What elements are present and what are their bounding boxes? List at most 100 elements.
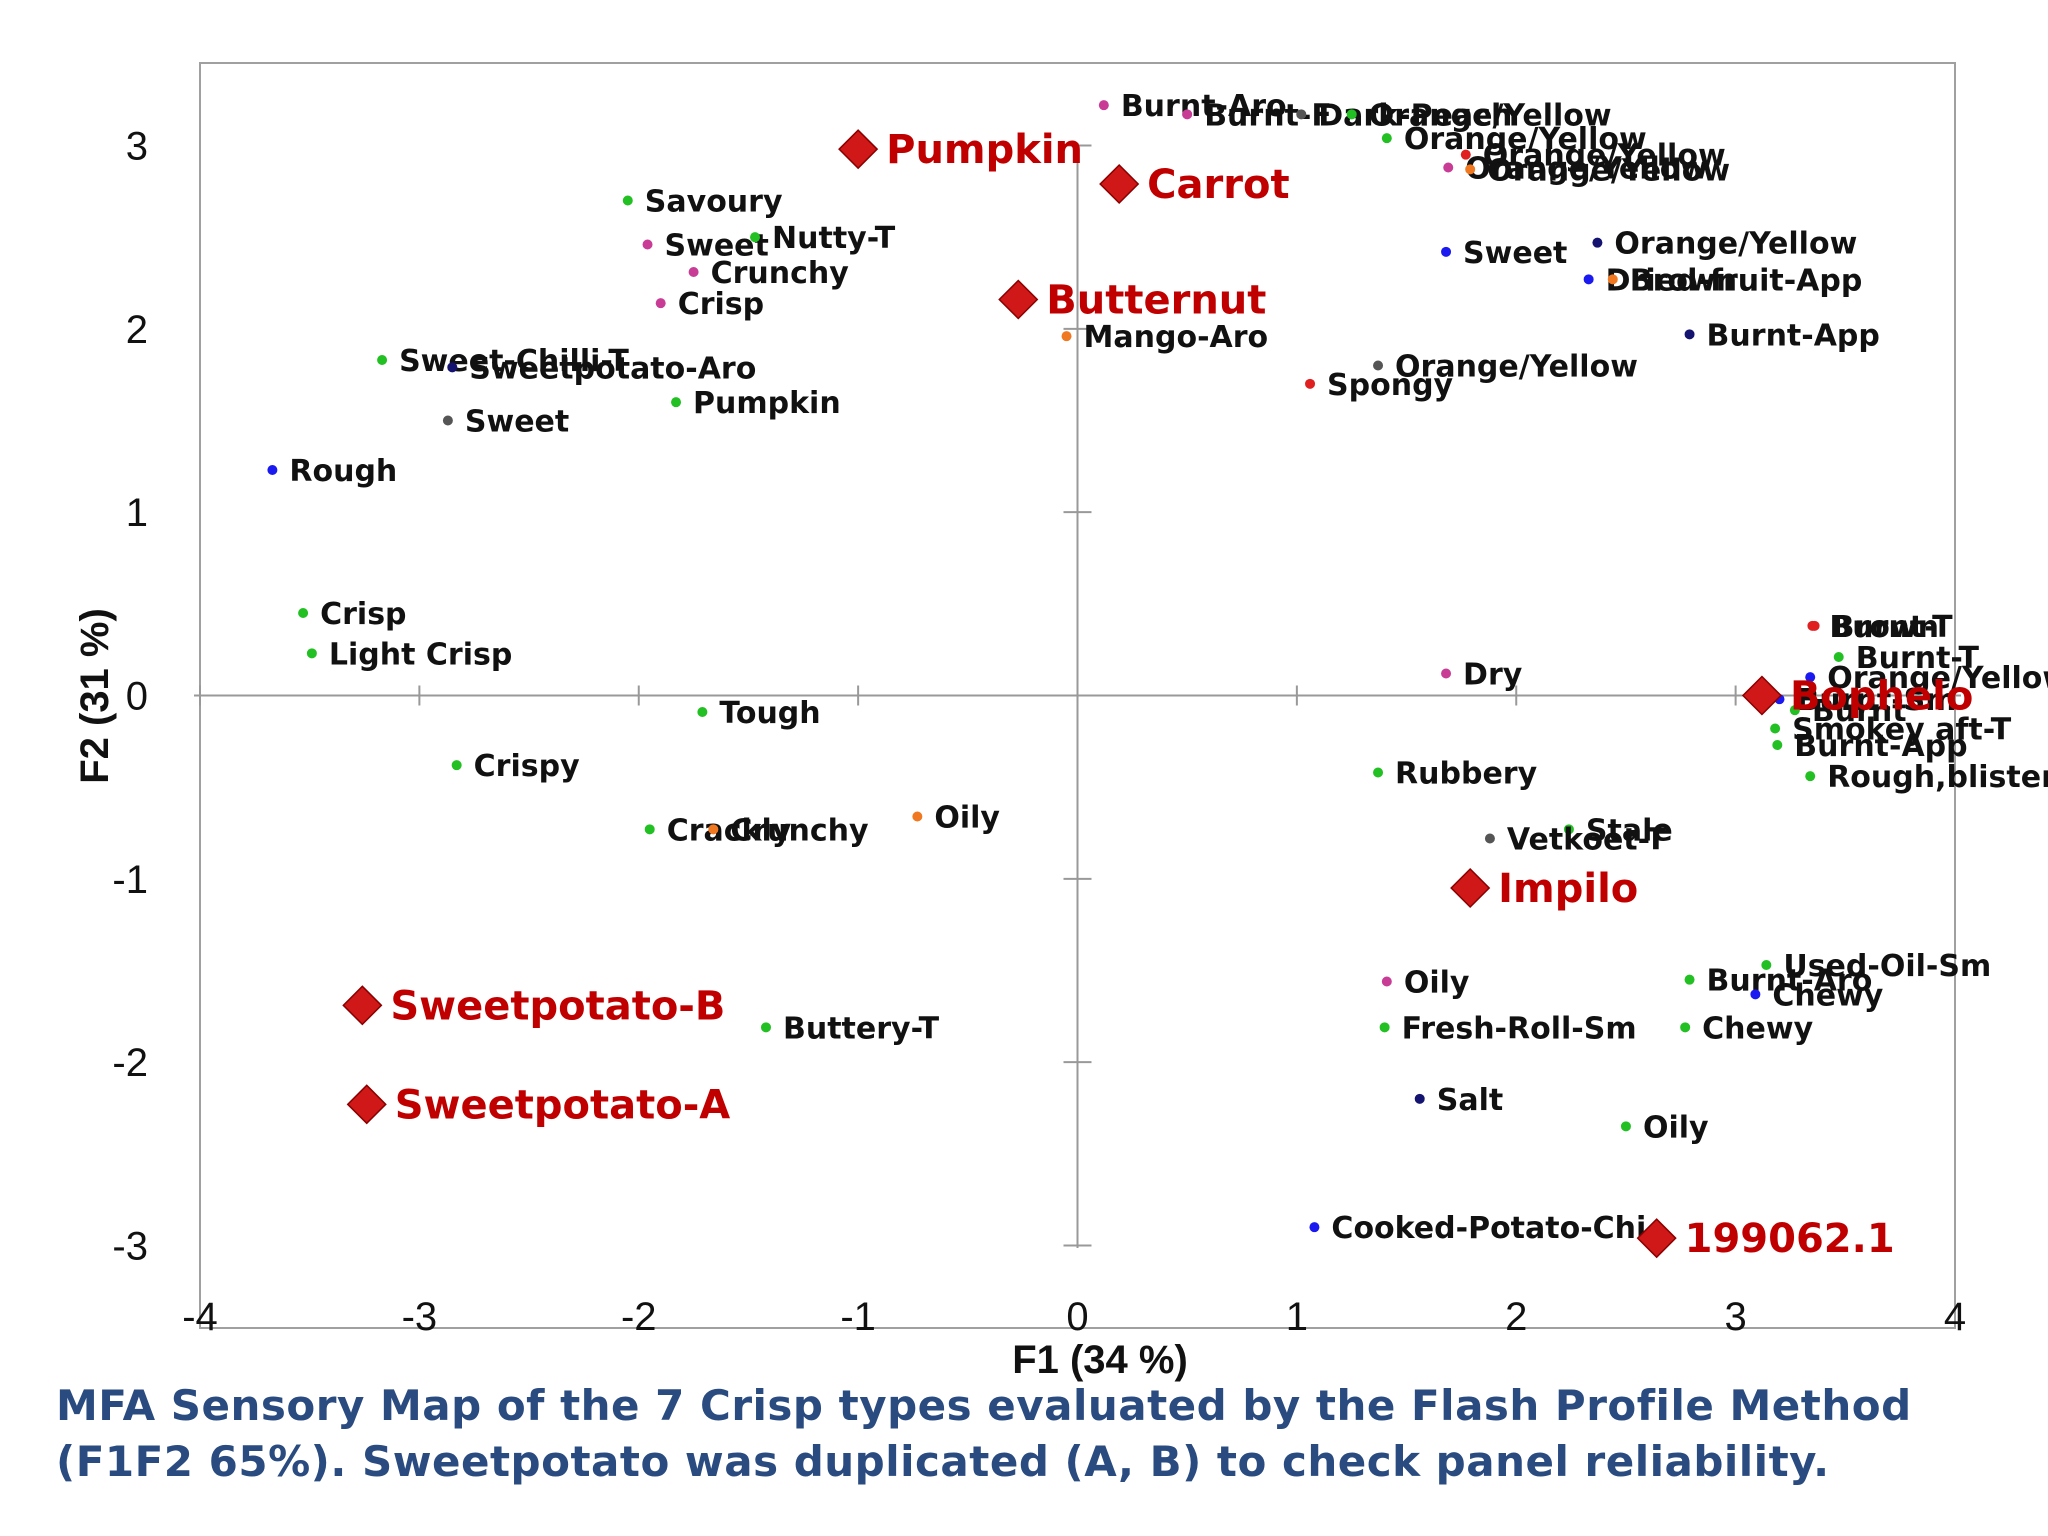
- attribute-label: Burnt-T: [1856, 641, 1980, 676]
- attribute-label: Oily: [1404, 966, 1470, 1001]
- y-axis-label: F2 (31 %): [73, 608, 117, 784]
- attribute-point: [1296, 109, 1307, 120]
- attribute-label: Oily: [1643, 1110, 1709, 1145]
- attribute-point: [1414, 1093, 1425, 1104]
- attribute-point: [1443, 162, 1454, 173]
- attribute-point: [1379, 1022, 1390, 1033]
- x-tick-label: 2: [1505, 1295, 1527, 1339]
- attribute-label: Orange/Yellow: [1614, 227, 1857, 262]
- caption-line-1: MFA Sensory Map of the 7 Crisp types eva…: [56, 1381, 1912, 1430]
- attribute-point: [1809, 620, 1820, 631]
- attribute-point: [1460, 149, 1471, 160]
- product-label: Impilo: [1498, 866, 1638, 912]
- product-marker: [998, 279, 1039, 320]
- attribute-point: [1680, 1022, 1691, 1033]
- attribute-label: Nutty-T: [772, 221, 896, 256]
- attribute-label: Crunchy: [711, 256, 850, 291]
- attribute-point: [1182, 109, 1193, 120]
- attribute-label: Burnt-F: [1204, 98, 1332, 133]
- attribute-label: Brown: [1832, 610, 1939, 645]
- attribute-label: Burnt-App: [1707, 318, 1880, 353]
- product-label: Butternut: [1046, 278, 1266, 324]
- x-tick-label: -1: [840, 1295, 876, 1339]
- attribute-point: [267, 465, 278, 475]
- x-tick-label: -3: [402, 1295, 438, 1339]
- attribute-label: Dry: [1463, 658, 1523, 693]
- attribute-label: Stale: [1586, 813, 1673, 848]
- attribute-point: [1607, 274, 1618, 285]
- caption-line-2: (F1F2 65%). Sweetpotato was duplicated (…: [56, 1437, 1830, 1486]
- attribute-label: Sweet: [1463, 236, 1567, 271]
- attribute-label: Pumpkin: [693, 386, 841, 421]
- attribute-label: Burnt-Aro: [1121, 89, 1287, 124]
- attribute-point: [451, 760, 462, 771]
- attribute-point: [306, 648, 317, 659]
- attribute-point: [1098, 100, 1109, 111]
- y-tick-label: 1: [126, 491, 148, 535]
- attribute-point: [442, 415, 453, 426]
- attribute-point: [1305, 378, 1316, 389]
- y-tick-label: -1: [112, 858, 148, 902]
- attribute-label: Orange/Yellow: [1827, 661, 2048, 696]
- figure-caption: MFA Sensory Map of the 7 Crisp types eva…: [56, 1378, 2016, 1490]
- attribute-point: [912, 811, 923, 822]
- attribute-point: [1833, 652, 1844, 662]
- product-label: 199062.1: [1685, 1216, 1895, 1262]
- attribute-point: [1592, 237, 1603, 248]
- attribute-label: Burnt-Aro: [1707, 964, 1873, 999]
- attribute-point: [1465, 164, 1476, 175]
- attribute-point: [1805, 672, 1816, 683]
- attribute-point: [697, 707, 708, 717]
- attribute-label: Chewy: [1702, 1011, 1813, 1046]
- attribute-point: [1761, 960, 1772, 970]
- attribute-point: [708, 824, 719, 835]
- product-marker: [1741, 675, 1783, 716]
- product-marker: [1636, 1218, 1677, 1259]
- attribute-label: Orange/Yellow: [1487, 153, 1730, 188]
- product-label: Pumpkin: [886, 127, 1083, 173]
- x-tick-label: 1: [1286, 1295, 1308, 1339]
- attribute-point: [1373, 360, 1384, 371]
- attribute-label: Light Crisp: [329, 637, 512, 672]
- attribute-point: [622, 195, 633, 206]
- x-tick-label: 4: [1944, 1295, 1966, 1339]
- x-tick-label: -2: [621, 1295, 657, 1339]
- attribute-label: Crisp: [320, 597, 406, 632]
- product-label: Bophelo: [1790, 674, 1973, 720]
- attribute-label: Savoury: [645, 185, 783, 220]
- attribute-label: Smokey aft-T: [1792, 713, 2012, 748]
- attribute-label: Cooked-Potato-Chi: [1331, 1211, 1646, 1246]
- attribute-label: Crunchy: [730, 813, 869, 848]
- attribute-label: Crisp: [678, 287, 764, 322]
- attribute-label: Oily: [934, 801, 1000, 836]
- attribute-label: Burnt-T: [1829, 610, 1953, 645]
- product-marker: [342, 985, 383, 1026]
- attribute-label: Mango-Aro: [1084, 320, 1269, 355]
- attribute-label: Dried-fruit-App: [1606, 263, 1863, 298]
- attribute-point: [298, 608, 309, 618]
- tick-labels: -4 -3 -2 -1 0 1 2 3 4 -3 -2 -1 0 1 2 3: [112, 125, 1966, 1340]
- attribute-point: [1061, 331, 1072, 342]
- attribute-point: [1563, 824, 1574, 835]
- attribute-label: Orange/Yellow: [1369, 98, 1612, 133]
- attribute-point: [1805, 771, 1816, 782]
- product-label: Carrot: [1147, 162, 1289, 208]
- attribute-point: [655, 298, 666, 309]
- attribute-point: [1583, 274, 1594, 285]
- attribute-label: Sweet-Chilli-T: [399, 344, 629, 379]
- y-tick-label: 0: [126, 675, 148, 719]
- axes: [194, 143, 1961, 1248]
- attribute-point: [1750, 989, 1761, 1000]
- attribute-point: [1772, 740, 1783, 750]
- product-marker: [346, 1084, 387, 1125]
- attribute-label: Orange/Yellow: [1404, 122, 1647, 157]
- attribute-label: Sweetpotato-Aro: [469, 351, 756, 386]
- product-marker: [838, 129, 879, 170]
- attribute-label: Burnt-App: [1794, 729, 1967, 764]
- attribute-point: [671, 397, 682, 408]
- attribute-label: Fresh-Roll-Sm: [1402, 1011, 1637, 1046]
- attribute-label: Orange/Yellow: [1395, 350, 1638, 385]
- x-axis-label: F1 (34 %): [1012, 1338, 1188, 1382]
- attribute-point: [1346, 109, 1357, 120]
